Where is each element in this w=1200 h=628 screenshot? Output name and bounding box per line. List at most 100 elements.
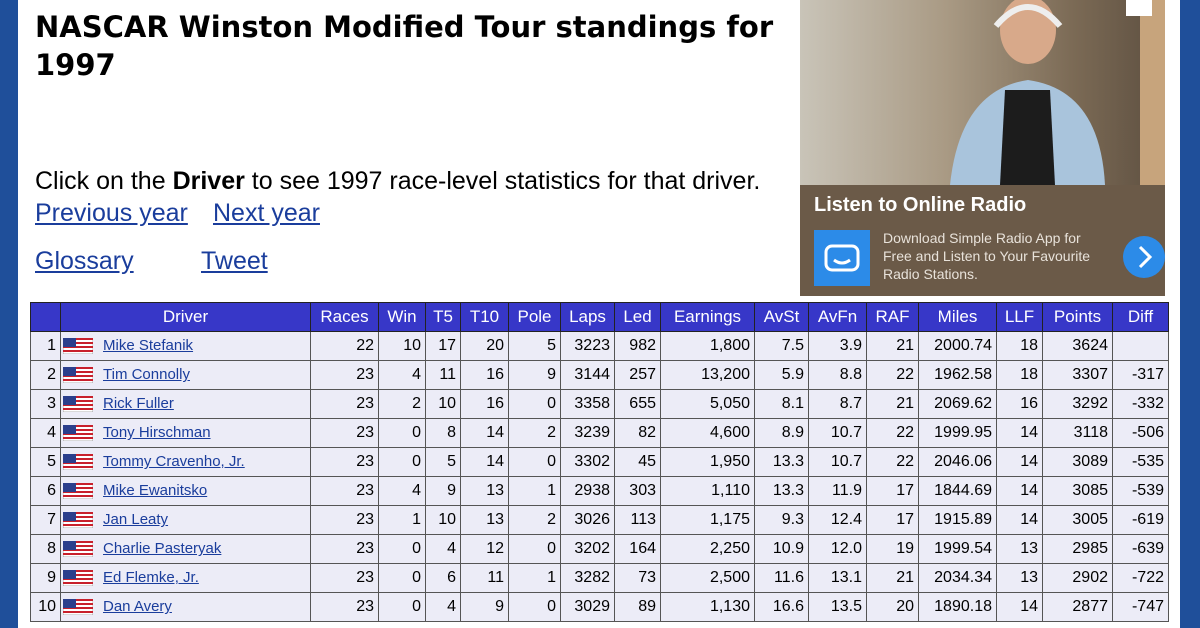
stat-cell: 655 [614, 389, 661, 419]
driver-link[interactable]: Rick Fuller [103, 395, 174, 413]
stat-cell: 17 [866, 505, 919, 535]
us-flag [62, 337, 94, 355]
stat-cell: 3239 [560, 418, 615, 448]
us-flag [62, 395, 94, 413]
rank-header [30, 302, 61, 332]
driver-link[interactable]: Mike Stefanik [103, 337, 194, 355]
stat-cell: 2000.74 [918, 331, 997, 361]
column-header: Pole [508, 302, 561, 332]
stat-cell: 8 [425, 418, 461, 448]
stat-cell: 10 [425, 389, 461, 419]
stat-cell: 13,200 [660, 360, 755, 390]
stat-cell: 10.7 [808, 418, 867, 448]
us-flag [62, 482, 94, 500]
column-header: Led [614, 302, 661, 332]
driver-row: 6 Mike Ewanitsko 23 4 9 13 1 2938 303 1,110 13.3 11… [30, 476, 1169, 506]
driver-row: 10 Dan Avery 23 0 4 9 0 3029 89 1,130 16.6 13.5 20 18… [30, 592, 1169, 622]
stat-cell: 82 [614, 418, 661, 448]
stat-cell: 23 [310, 418, 379, 448]
stat-cell: 9 [460, 592, 509, 622]
stat-cell: 20 [460, 331, 509, 361]
driver-link[interactable]: Tim Connolly [103, 366, 190, 384]
stat-cell: 14 [996, 447, 1043, 477]
intro: Click on the Driver to see 1997 race-lev… [35, 167, 760, 196]
stat-cell: 1,950 [660, 447, 755, 477]
stat-cell: 1 [508, 476, 561, 506]
stat-cell: 3292 [1042, 389, 1113, 419]
stat-cell: 2 [508, 418, 561, 448]
stat-cell: 303 [614, 476, 661, 506]
stat-cell: 1999.54 [918, 534, 997, 564]
stat-cell: 8.7 [808, 389, 867, 419]
driver-cell: Tommy Cravenho, Jr. [60, 447, 311, 477]
column-header: Diff [1112, 302, 1169, 332]
stat-cell: -639 [1112, 534, 1169, 564]
stat-cell: 1 [508, 563, 561, 593]
driver-cell: Charlie Pasteryak [60, 534, 311, 564]
previous-year-link[interactable]: Previous year [35, 199, 188, 227]
stat-cell: 14 [996, 476, 1043, 506]
driver-link[interactable]: Jan Leaty [103, 511, 169, 529]
driver-row: 9 Ed Flemke, Jr. 23 0 6 11 1 3282 73 2,500 11.6 13.… [30, 563, 1169, 593]
us-flag [62, 366, 94, 384]
stat-cell: 18 [996, 331, 1043, 361]
driver-link[interactable]: Tony Hirschman [103, 424, 211, 442]
column-header: AvFn [808, 302, 867, 332]
driver-cell: Jan Leaty [60, 505, 311, 535]
stat-cell: 5 [425, 447, 461, 477]
stat-cell: 10 [378, 331, 426, 361]
intro-bold: Driver [172, 167, 245, 195]
stat-cell: 4 [378, 360, 426, 390]
stat-cell: 19 [866, 534, 919, 564]
ad-illustration [950, 0, 1165, 185]
stat-cell: 0 [508, 534, 561, 564]
column-header: AvSt [754, 302, 809, 332]
us-flag [62, 540, 94, 558]
stat-cell: 5,050 [660, 389, 755, 419]
column-header: T10 [460, 302, 509, 332]
stat-cell: 2034.34 [918, 563, 997, 593]
stat-cell: 14 [996, 505, 1043, 535]
ad-arrow-button[interactable] [1122, 235, 1165, 283]
tweet-link[interactable]: Tweet [201, 247, 268, 275]
stat-cell: 20 [866, 592, 919, 622]
driver-cell: Rick Fuller [60, 389, 311, 419]
stat-cell: 22 [866, 360, 919, 390]
stat-cell: 982 [614, 331, 661, 361]
stat-cell: 3307 [1042, 360, 1113, 390]
driver-link[interactable]: Ed Flemke, Jr. [103, 569, 199, 587]
driver-cell: Tony Hirschman [60, 418, 311, 448]
stat-cell: 3029 [560, 592, 615, 622]
driver-row: 1 Mike Stefanik 22 10 17 20 5 3223 982 1,800 7.5 3.… [30, 331, 1169, 361]
stat-cell: -619 [1112, 505, 1169, 535]
next-year-link[interactable]: Next year [213, 199, 320, 227]
glossary-link[interactable]: Glossary [35, 247, 134, 275]
stat-cell: 8.9 [754, 418, 809, 448]
stat-cell: 16.6 [754, 592, 809, 622]
stat-cell: 3026 [560, 505, 615, 535]
stat-cell: 6 [425, 563, 461, 593]
stat-cell: 4 [378, 476, 426, 506]
stat-cell: 14 [996, 418, 1043, 448]
us-flag [62, 511, 94, 529]
driver-cell: Mike Ewanitsko [60, 476, 311, 506]
stat-cell: -332 [1112, 389, 1169, 419]
stat-cell: 2902 [1042, 563, 1113, 593]
stat-cell: 13 [996, 563, 1043, 593]
stat-cell: 11 [425, 360, 461, 390]
driver-link[interactable]: Tommy Cravenho, Jr. [103, 453, 245, 471]
driver-link[interactable]: Dan Avery [103, 598, 172, 616]
driver-link[interactable]: Mike Ewanitsko [103, 482, 208, 500]
stat-cell: 13 [996, 534, 1043, 564]
column-header: LLF [996, 302, 1043, 332]
stat-cell: 0 [378, 447, 426, 477]
stat-cell: 12.4 [808, 505, 867, 535]
stat-cell: 8.8 [808, 360, 867, 390]
advertisement[interactable]: Listen to Online Radio Download Simple R… [800, 0, 1165, 296]
stat-cell: -535 [1112, 447, 1169, 477]
stat-cell: 2 [508, 505, 561, 535]
stat-cell: 10.7 [808, 447, 867, 477]
stat-cell: 4,600 [660, 418, 755, 448]
stat-cell: 3144 [560, 360, 615, 390]
driver-link[interactable]: Charlie Pasteryak [103, 540, 222, 558]
